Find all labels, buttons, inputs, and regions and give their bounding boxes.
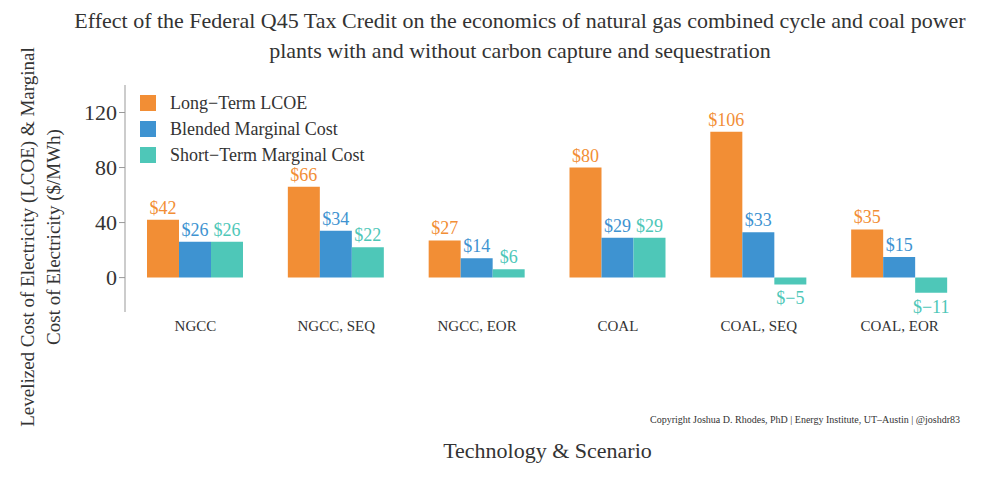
html-text:Copyright Joshua D. Rhodes, Ph: Copyright Joshua D. Rhodes, PhD | Energy…: [650, 414, 960, 425]
svg-text:$66: $66: [290, 165, 317, 185]
svg-text:$−5: $−5: [776, 288, 804, 308]
svg-text:COAL: COAL: [597, 318, 638, 334]
svg-text:COAL, SEQ: COAL, SEQ: [720, 318, 797, 334]
svg-text:$22: $22: [354, 225, 381, 245]
html-text:Effect of the Federal Q45 Tax: Effect of the Federal Q45 Tax Credit on …: [74, 8, 966, 63]
svg-text:120: 120: [84, 100, 117, 125]
svg-text:$35: $35: [854, 207, 881, 227]
svg-text:$26: $26: [182, 220, 209, 240]
svg-text:NGCC, EOR: NGCC, EOR: [437, 318, 516, 334]
svg-text:$26: $26: [214, 220, 241, 240]
html-text:Long−Term LCOE: Long−Term LCOE: [170, 92, 308, 113]
svg-text:80: 80: [95, 155, 117, 180]
html-text:Levelized Cost of Electricity: Levelized Cost of Electricity (LCOE) & M…: [17, 47, 64, 427]
svg-text:$14: $14: [463, 236, 490, 256]
svg-text:$106: $106: [708, 110, 744, 130]
svg-text:COAL, EOR: COAL, EOR: [860, 318, 938, 334]
svg-text:NGCC: NGCC: [175, 318, 217, 334]
svg-text:$33: $33: [745, 210, 772, 230]
svg-text:NGCC, SEQ: NGCC, SEQ: [297, 318, 375, 334]
html-text:Blended Marginal Cost: Blended Marginal Cost: [170, 118, 338, 139]
svg-text:$29: $29: [636, 216, 663, 236]
html-text:Short−Term Marginal Cost: Short−Term Marginal Cost: [170, 144, 365, 165]
svg-text:0: 0: [106, 265, 117, 290]
svg-text:$−11: $−11: [913, 297, 949, 317]
svg-text:$34: $34: [322, 209, 349, 229]
svg-text:$80: $80: [572, 146, 599, 166]
svg-text:$15: $15: [886, 235, 913, 255]
svg-text:40: 40: [95, 210, 117, 235]
html-text:Technology & Scenario: Technology & Scenario: [443, 438, 652, 463]
svg-text:$6: $6: [500, 247, 518, 267]
svg-text:$27: $27: [431, 218, 458, 238]
svg-text:$29: $29: [604, 216, 631, 236]
svg-text:$42: $42: [150, 198, 177, 218]
